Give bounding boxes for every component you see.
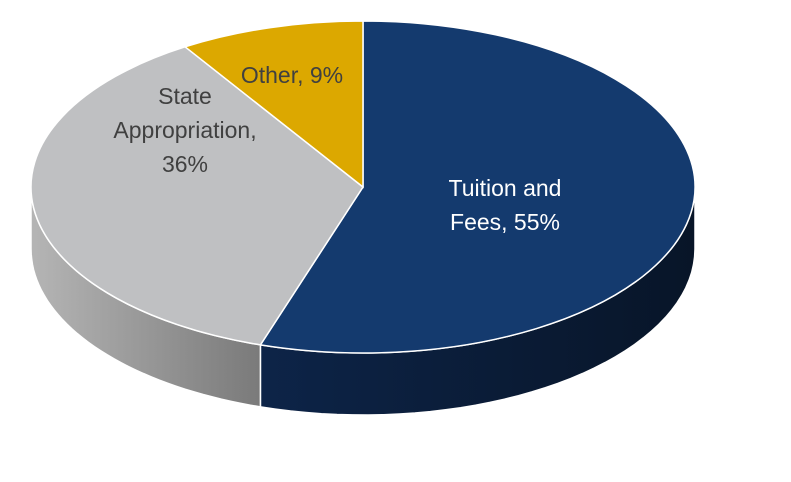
data-label-line: 36%: [162, 151, 208, 177]
data-label-line: Appropriation,: [113, 117, 256, 143]
data-label-line: Fees, 55%: [450, 209, 560, 235]
data-label-tuition-and-fees: Tuition and Fees, 55%: [449, 175, 562, 235]
data-label-other: Other, 9%: [241, 62, 343, 88]
data-label-line: Tuition and: [449, 175, 562, 201]
slice-state-appropriation: [30, 46, 365, 346]
data-label-state-appropriation: State Appropriation, 36%: [113, 83, 256, 177]
data-label-line: Other, 9%: [241, 62, 343, 88]
data-label-line: State: [158, 83, 212, 109]
slice-other: [183, 20, 364, 189]
slice-tuition-and-fees: [259, 20, 696, 354]
